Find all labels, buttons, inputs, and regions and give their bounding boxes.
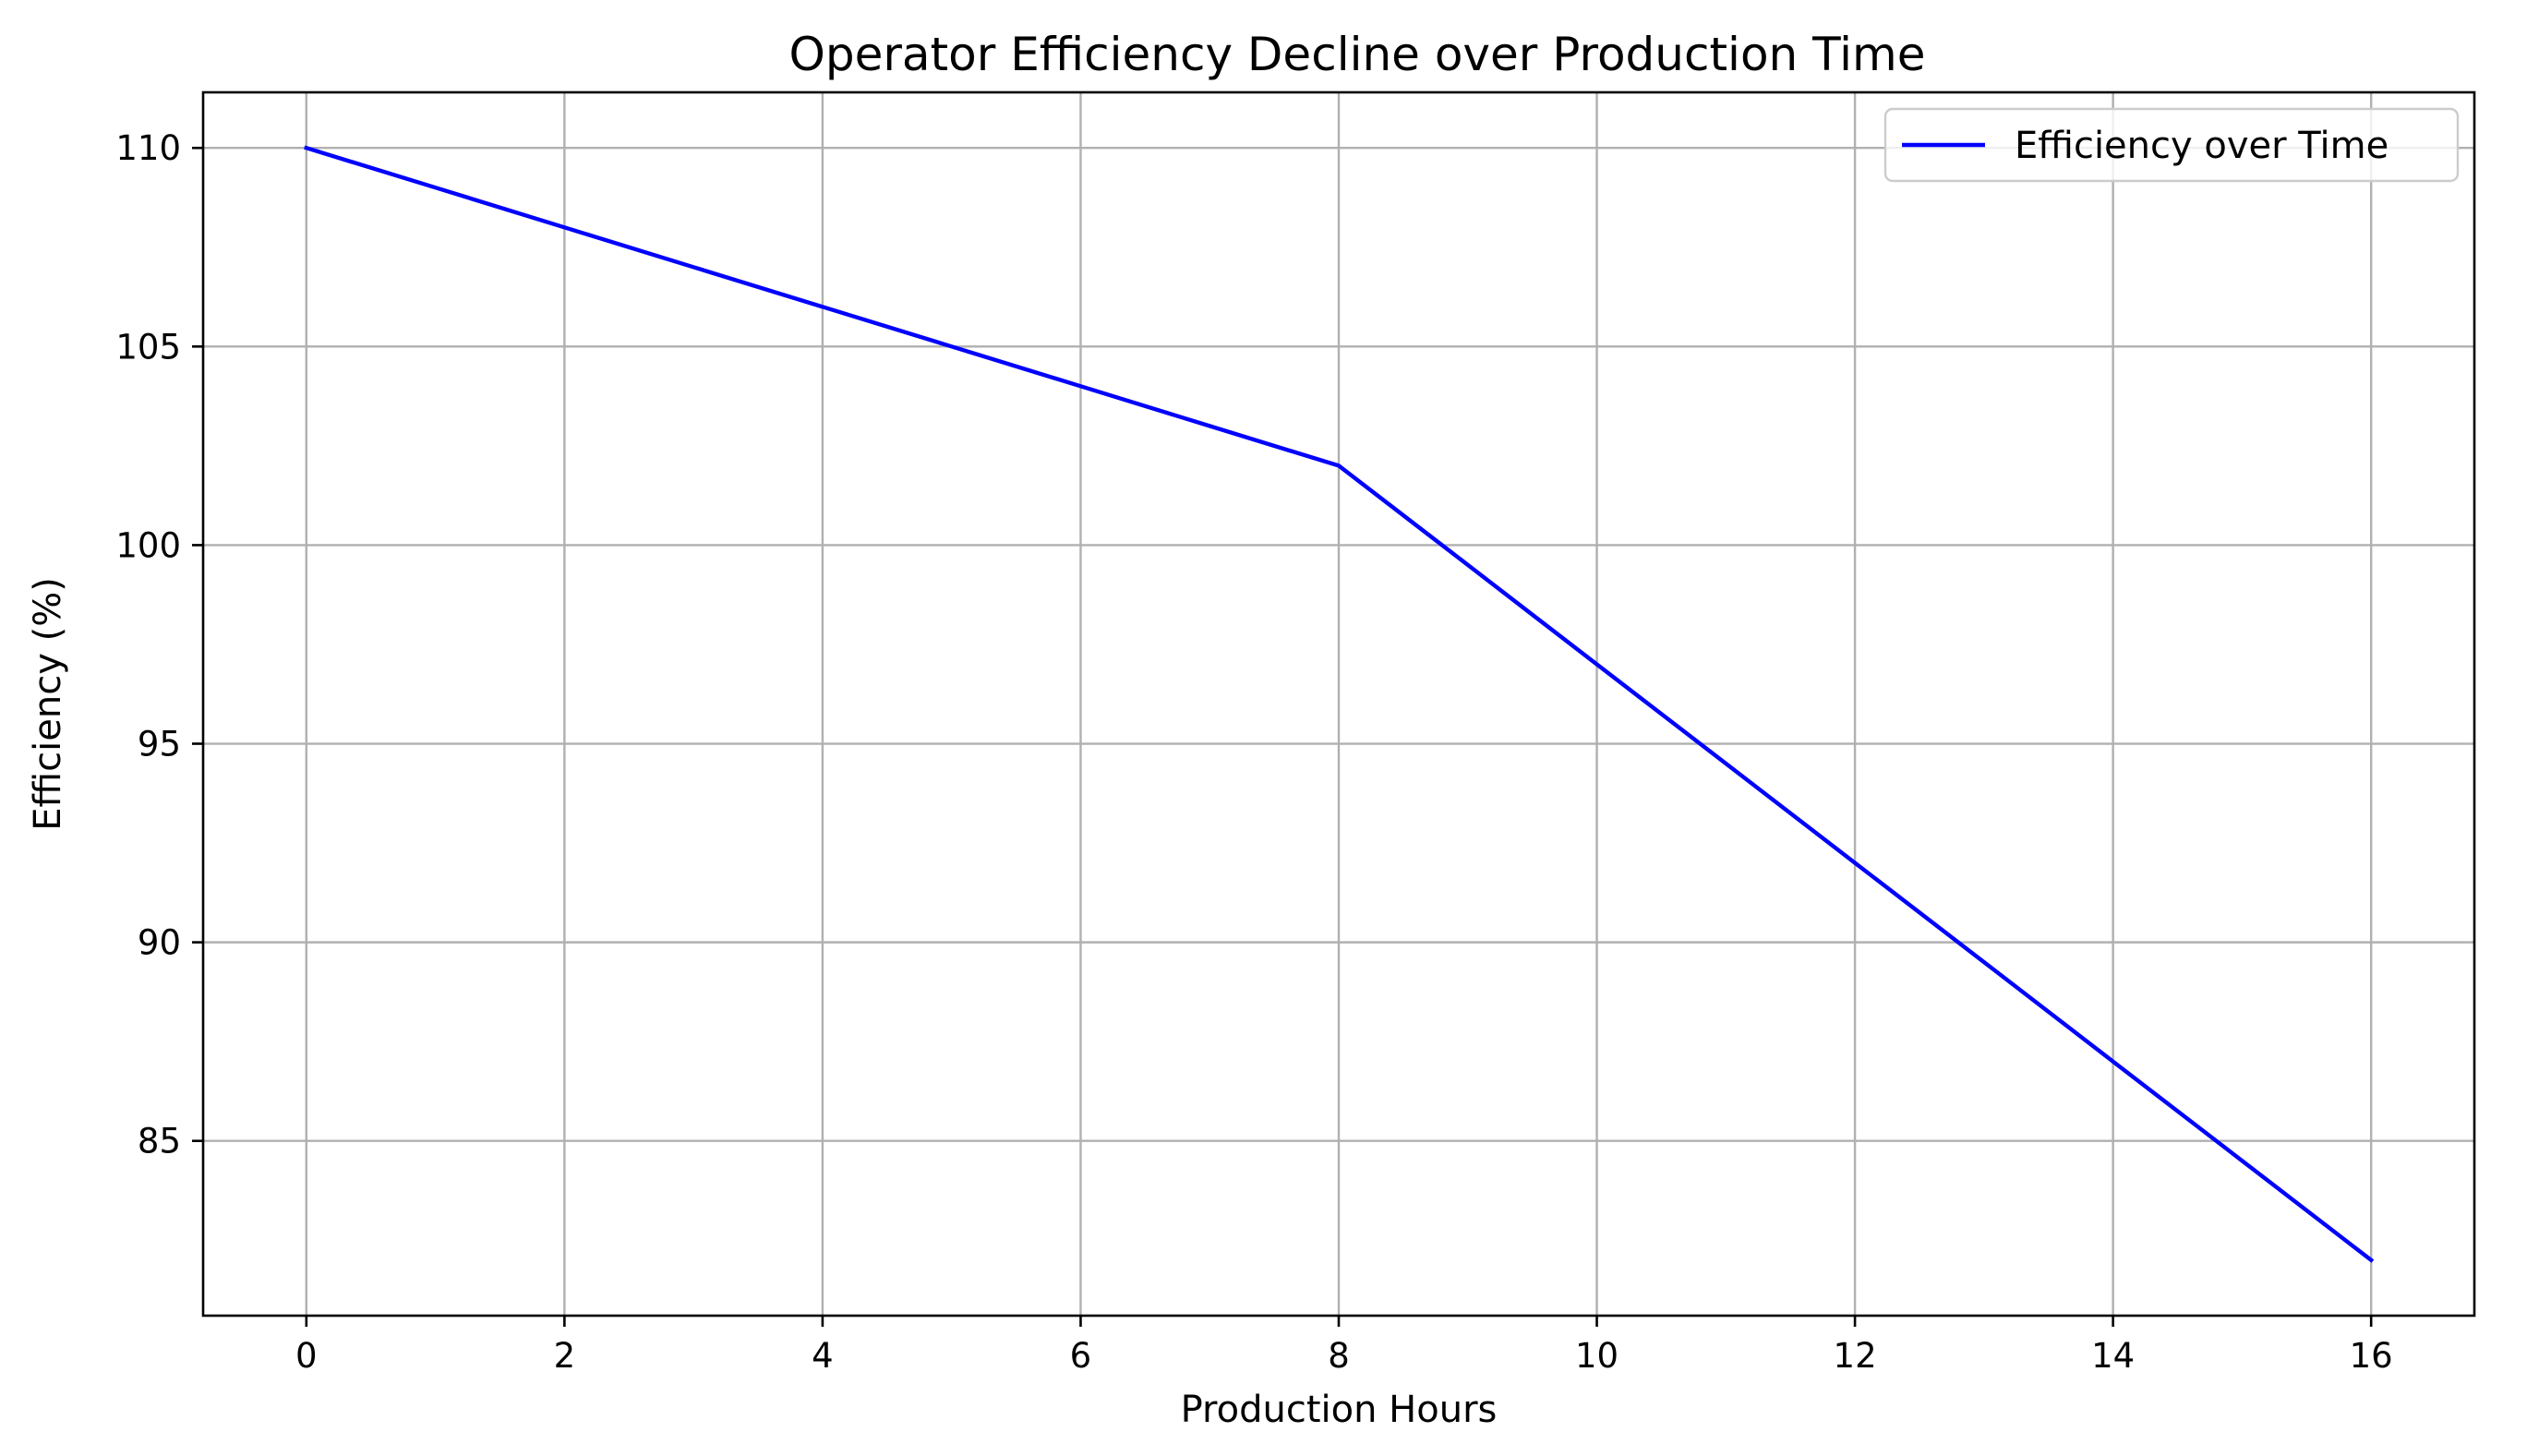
series-layer xyxy=(304,145,2375,1263)
x-tick-label: 10 xyxy=(1575,1336,1618,1376)
legend-box xyxy=(1883,107,2460,183)
x-tick-label: 4 xyxy=(812,1336,834,1376)
grid xyxy=(203,92,2474,1316)
series-line-0 xyxy=(304,145,2375,1263)
x-axis-label: Production Hours xyxy=(1181,1389,1498,1431)
chart-title: Operator Efficiency Decline over Product… xyxy=(789,28,1926,81)
y-tick-label: 110 xyxy=(115,128,181,168)
legend: Efficiency over Time xyxy=(1883,107,2460,183)
y-tick-label: 90 xyxy=(138,923,181,963)
y-axis-label: Efficiency (%) xyxy=(27,577,69,831)
y-axis-ticks: 85 90 95 100 105 110 xyxy=(115,128,203,1161)
y-tick-label: 105 xyxy=(115,327,181,367)
x-tick-label: 0 xyxy=(295,1336,318,1376)
legend-label: Efficiency over Time xyxy=(2015,125,2389,167)
x-axis-ticks: 0 2 4 6 8 10 12 14 16 xyxy=(295,1316,2393,1376)
x-tick-label: 6 xyxy=(1070,1336,1092,1376)
x-tick-label: 16 xyxy=(2350,1336,2393,1376)
x-tick-label: 8 xyxy=(1328,1336,1350,1376)
x-tick-label: 2 xyxy=(554,1336,576,1376)
x-tick-label: 14 xyxy=(2091,1336,2135,1376)
x-tick-label: 12 xyxy=(1834,1336,1877,1376)
y-tick-label: 95 xyxy=(138,725,181,764)
y-tick-label: 85 xyxy=(138,1122,181,1161)
y-tick-label: 100 xyxy=(115,525,181,565)
